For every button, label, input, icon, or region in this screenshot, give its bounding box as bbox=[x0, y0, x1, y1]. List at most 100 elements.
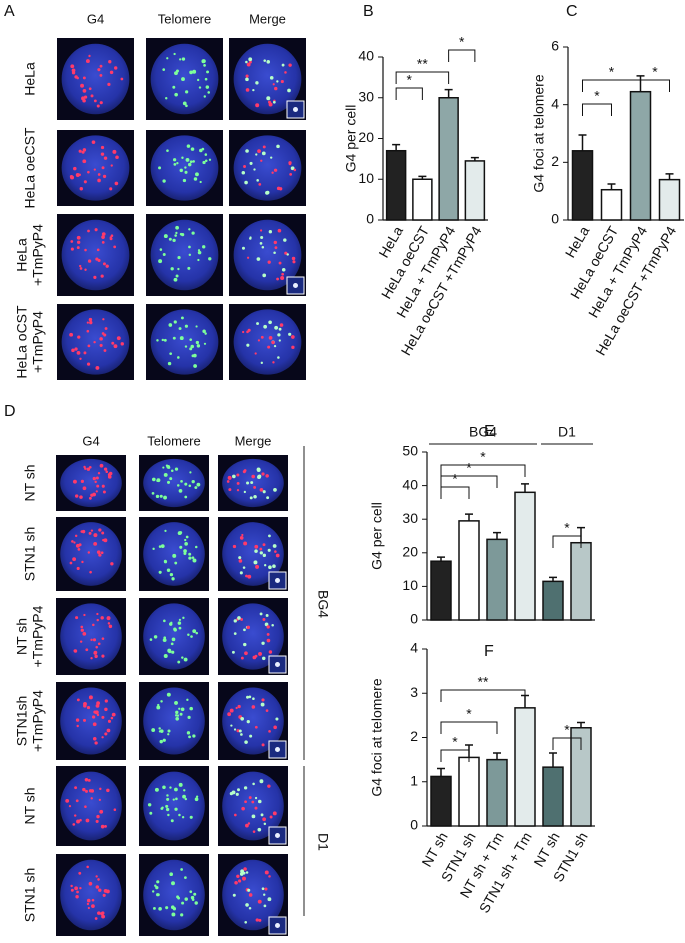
y-tick-label: 40 bbox=[358, 48, 374, 64]
focus bbox=[176, 895, 180, 899]
focus bbox=[83, 351, 87, 355]
focus bbox=[247, 888, 251, 892]
focus bbox=[198, 86, 202, 89]
focus bbox=[268, 102, 273, 107]
focus bbox=[179, 531, 183, 535]
focus bbox=[193, 177, 198, 181]
focus bbox=[244, 180, 248, 185]
focus bbox=[208, 257, 212, 261]
row-label: +TmPyP4 bbox=[30, 311, 46, 373]
focus bbox=[98, 553, 102, 557]
focus bbox=[189, 706, 193, 711]
focus bbox=[97, 178, 101, 183]
focus bbox=[257, 899, 262, 904]
focus bbox=[256, 257, 261, 261]
focus bbox=[96, 248, 100, 252]
focus bbox=[261, 472, 265, 476]
focus bbox=[82, 718, 87, 722]
focus bbox=[183, 549, 187, 553]
focus bbox=[272, 361, 275, 364]
focus bbox=[114, 66, 118, 70]
focus bbox=[107, 622, 111, 625]
focus bbox=[75, 616, 79, 620]
focus bbox=[103, 538, 108, 543]
focus bbox=[85, 648, 89, 652]
focus bbox=[154, 884, 157, 887]
focus bbox=[259, 547, 263, 551]
focus bbox=[188, 484, 192, 488]
y-tick-label: 20 bbox=[402, 544, 418, 560]
significance-bracket bbox=[582, 103, 612, 116]
focus bbox=[159, 729, 164, 733]
focus bbox=[76, 890, 79, 894]
focus bbox=[95, 885, 100, 889]
focus bbox=[169, 872, 174, 877]
focus bbox=[189, 347, 193, 351]
focus bbox=[101, 484, 105, 488]
row-label: NT sh bbox=[14, 618, 30, 655]
focus bbox=[184, 495, 188, 499]
focus bbox=[233, 632, 237, 636]
focus bbox=[271, 340, 275, 345]
focus bbox=[162, 179, 166, 183]
focus bbox=[69, 332, 74, 337]
focus bbox=[195, 795, 199, 798]
focus bbox=[97, 911, 101, 915]
column-header: Telomere bbox=[147, 433, 200, 448]
focus bbox=[272, 811, 277, 816]
y-tick-label: 3 bbox=[410, 684, 418, 700]
focus bbox=[179, 168, 183, 173]
focus bbox=[269, 815, 273, 819]
focus bbox=[93, 99, 97, 103]
focus bbox=[181, 156, 184, 159]
focus bbox=[194, 545, 198, 549]
focus bbox=[83, 95, 88, 99]
focus bbox=[86, 898, 91, 903]
focus bbox=[88, 881, 93, 886]
focus bbox=[86, 362, 91, 366]
nucleus bbox=[143, 859, 205, 931]
focus bbox=[291, 256, 296, 261]
focus bbox=[276, 80, 279, 83]
significance-bracket bbox=[395, 71, 450, 84]
y-tick-label: 10 bbox=[402, 577, 418, 593]
inset-focus bbox=[275, 747, 280, 752]
focus bbox=[195, 631, 199, 635]
focus bbox=[188, 556, 192, 560]
focus bbox=[98, 888, 102, 892]
focus bbox=[191, 479, 195, 484]
focus bbox=[274, 325, 279, 330]
focus bbox=[257, 799, 262, 804]
focus bbox=[162, 785, 166, 790]
focus bbox=[81, 560, 84, 564]
focus bbox=[243, 786, 248, 790]
focus bbox=[108, 60, 112, 64]
focus bbox=[252, 88, 255, 92]
focus bbox=[157, 703, 160, 707]
focus bbox=[265, 709, 269, 712]
focus bbox=[206, 70, 210, 74]
y-axis-label: G4 foci at telomere bbox=[369, 678, 385, 796]
y-axis-label: G4 per cell bbox=[369, 502, 385, 570]
focus bbox=[93, 541, 98, 546]
focus bbox=[192, 629, 197, 634]
focus bbox=[239, 536, 244, 540]
focus bbox=[180, 913, 184, 917]
focus bbox=[73, 541, 76, 544]
error-bar bbox=[493, 531, 501, 540]
focus bbox=[257, 149, 261, 154]
focus bbox=[273, 725, 277, 730]
focus bbox=[79, 357, 82, 360]
focus bbox=[265, 474, 269, 478]
focus bbox=[172, 336, 176, 340]
focus bbox=[242, 330, 245, 334]
focus bbox=[96, 618, 99, 622]
focus bbox=[173, 320, 177, 324]
focus bbox=[99, 809, 104, 814]
focus bbox=[189, 160, 193, 164]
focus bbox=[86, 467, 91, 471]
focus bbox=[92, 638, 97, 642]
focus bbox=[281, 63, 285, 67]
focus bbox=[86, 321, 89, 324]
significance-bracket bbox=[440, 689, 526, 702]
